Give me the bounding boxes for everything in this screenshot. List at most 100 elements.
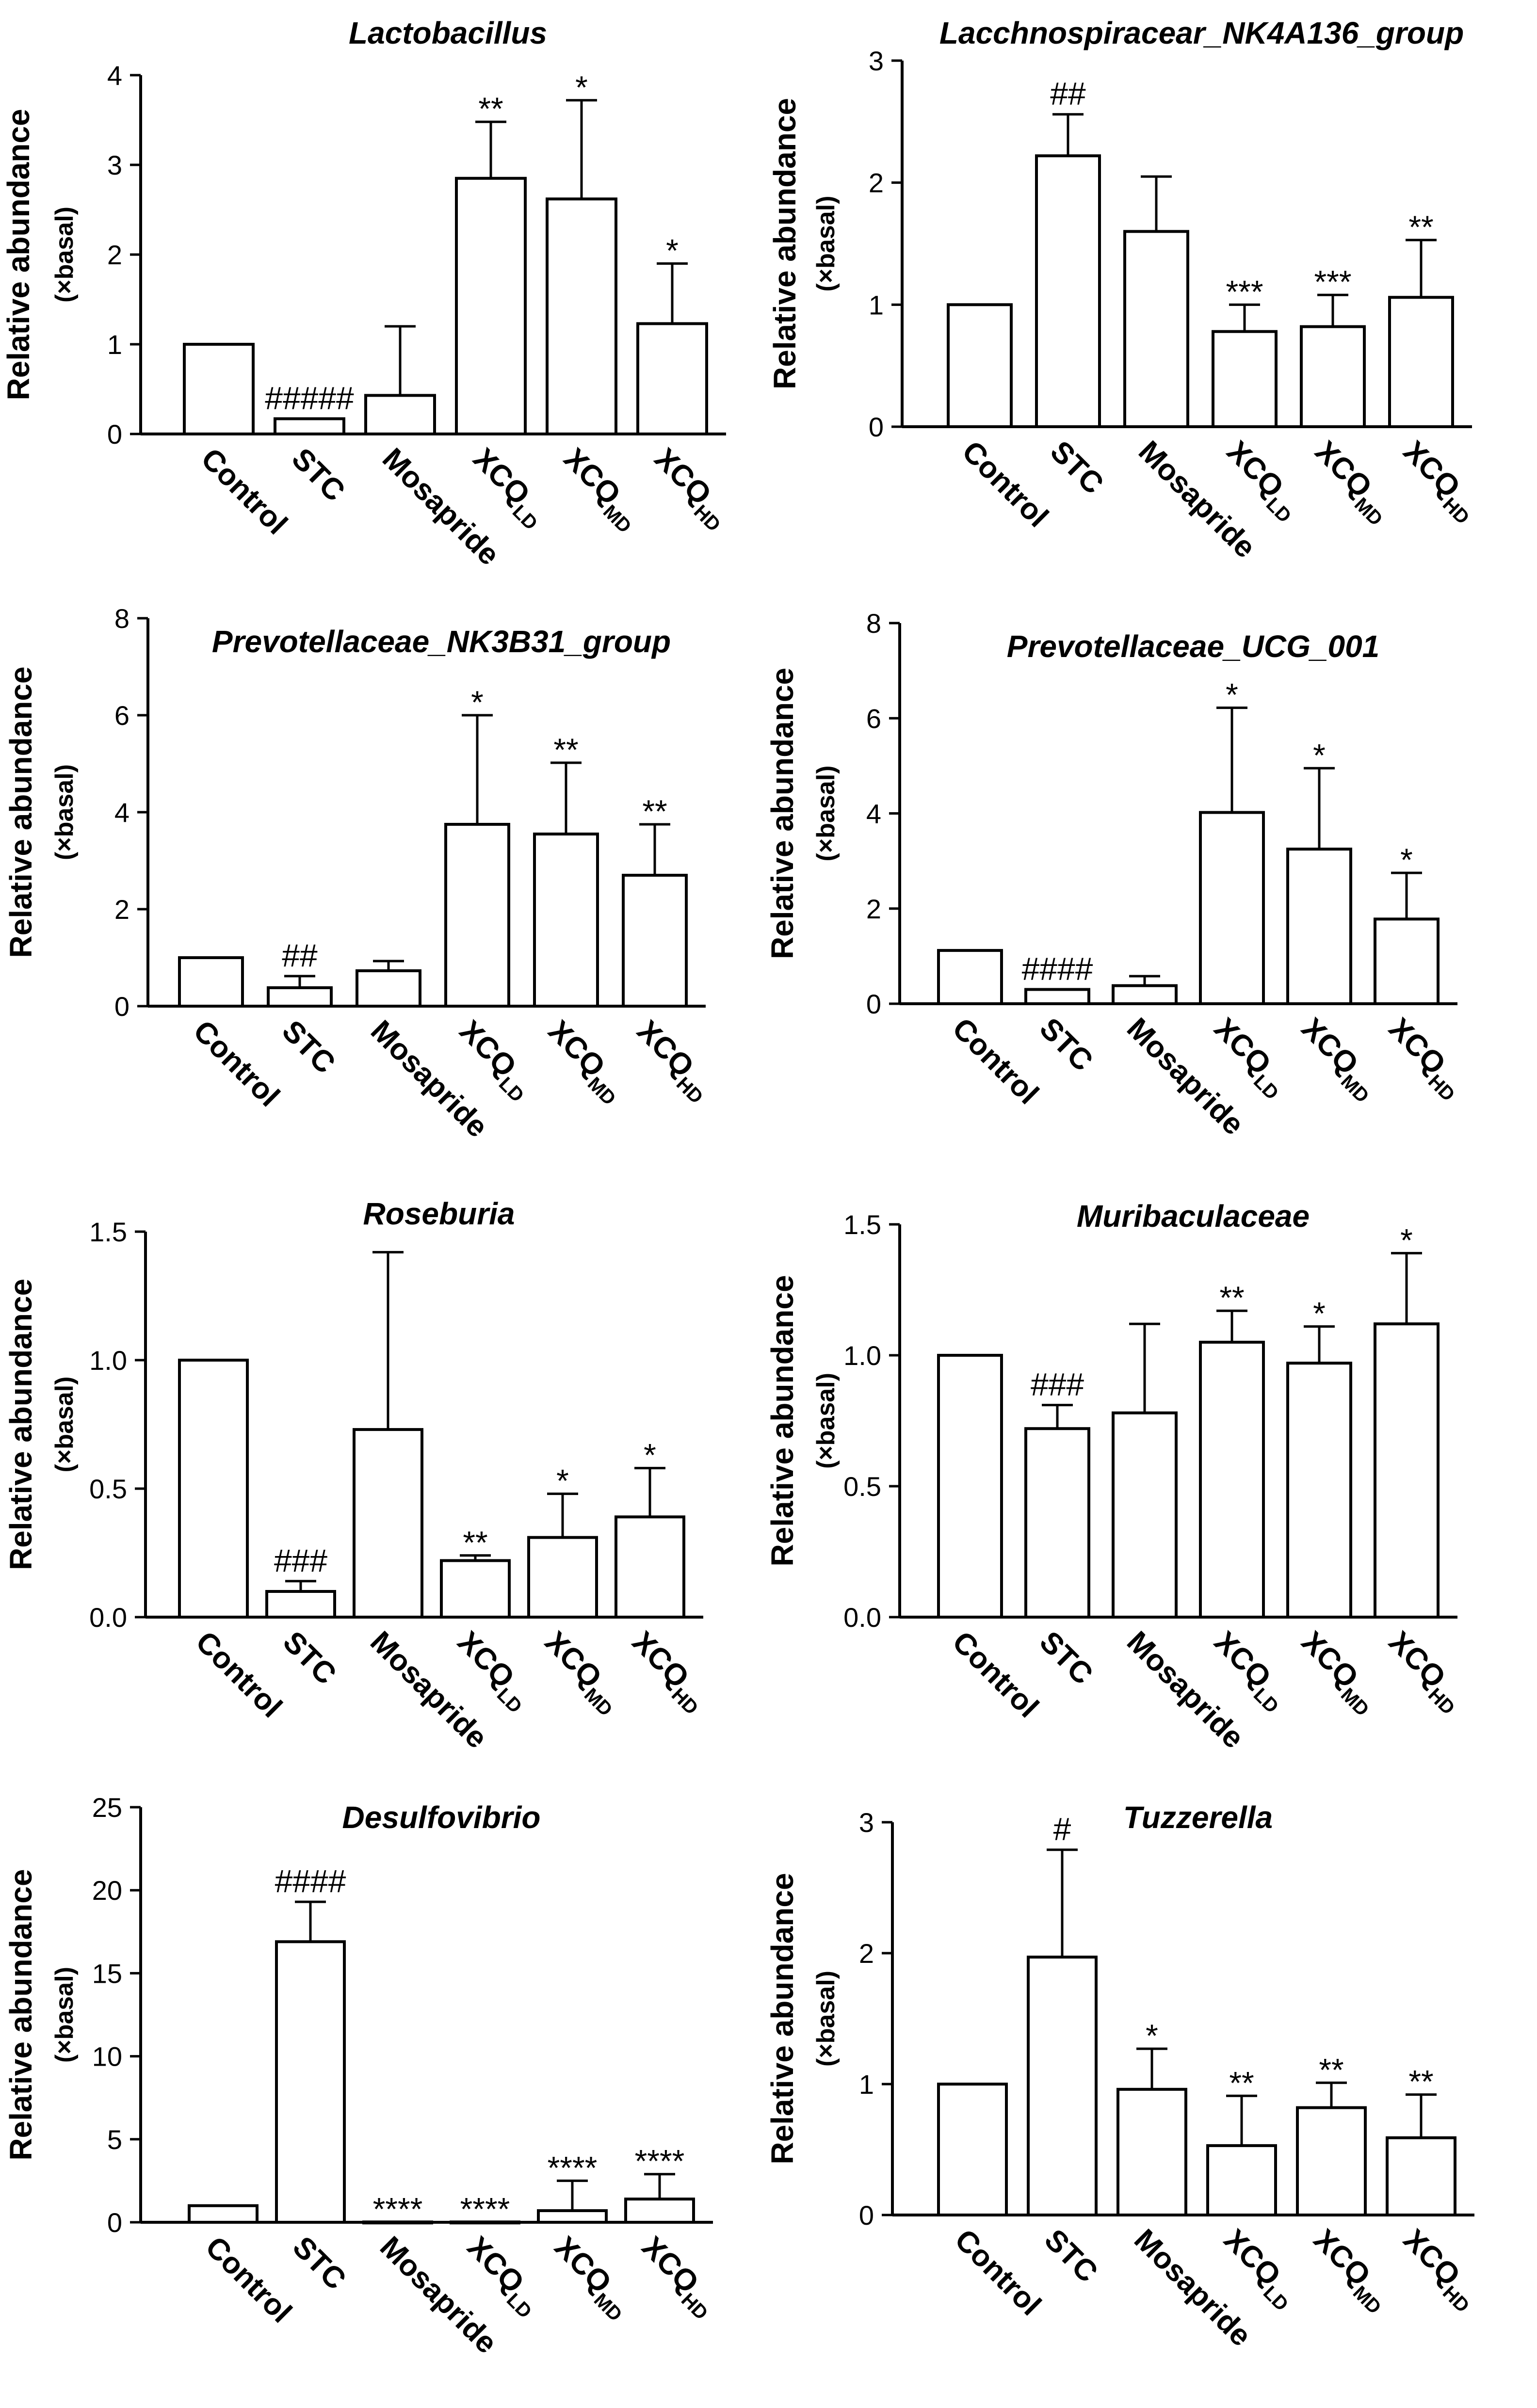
y-tick-label: 4 — [866, 799, 881, 829]
x-tick-label: XCQHD — [621, 1625, 715, 1719]
y-tick-label: 0 — [114, 991, 129, 1022]
significance-mark: * — [1400, 842, 1413, 878]
x-tick-label: XCQHD — [644, 442, 738, 536]
significance-mark: #### — [275, 1863, 346, 1899]
significance-mark: * — [666, 233, 679, 269]
bar-control — [937, 949, 1003, 1005]
y-tick-label: 8 — [866, 608, 881, 639]
bar-stc — [267, 986, 333, 1008]
y-axis-label: Relative abundance — [3, 666, 38, 958]
significance-mark: **** — [635, 2143, 685, 2179]
bar-xcqld — [444, 823, 510, 1008]
y-tick-label: 1.5 — [843, 1209, 881, 1240]
significance-mark: ** — [642, 793, 667, 829]
y-tick-label: 0 — [869, 412, 884, 442]
y-axis-label: Relative abundance — [1, 109, 36, 400]
x-tick-label: STC — [276, 1625, 342, 1691]
bar-control — [937, 2083, 1008, 2216]
y-axis-sublabel: (×basal) — [812, 196, 840, 292]
bar-xcqld — [1199, 1341, 1265, 1619]
x-tick-label: STC — [1044, 434, 1110, 500]
bar-stc — [274, 417, 345, 435]
chart-title: Prevotellaceae_NK3B31_group — [212, 624, 671, 659]
y-axis-sublabel: (×basal) — [812, 1971, 840, 2067]
significance-mark: ** — [1219, 1280, 1244, 1316]
bar-xcqld — [1206, 2144, 1277, 2216]
x-tick-label: XCQMD — [534, 1625, 630, 1720]
y-tick-label: 20 — [92, 1875, 122, 1906]
x-tick-label: STC — [1038, 2223, 1104, 2289]
bar-mosapride — [1112, 1411, 1178, 1619]
x-tick-label: Control — [187, 1014, 286, 1113]
significance-mark: * — [1400, 1222, 1413, 1258]
y-tick-label: 4 — [107, 60, 122, 91]
x-tick-label: Control — [948, 2223, 1048, 2322]
significance-mark: **** — [373, 2191, 423, 2227]
bar-xcqld — [450, 2220, 520, 2225]
bar-mosapride — [364, 394, 436, 436]
y-axis-sublabel: (×basal) — [812, 1373, 840, 1469]
y-axis-label: Relative abundance — [765, 1873, 800, 2164]
significance-mark: **** — [548, 2150, 598, 2185]
y-tick-label: 2 — [866, 894, 881, 924]
bar-control — [178, 1359, 249, 1619]
bar-stc — [1024, 1427, 1090, 1619]
bar-xcqhd — [1386, 2136, 1456, 2217]
bar-xcqmd — [527, 1536, 598, 1619]
bar-mosapride — [356, 969, 421, 1008]
x-tick-label: XCQHD — [1392, 2223, 1487, 2317]
y-tick-label: 0 — [859, 2200, 874, 2231]
significance-mark: ## — [282, 937, 318, 973]
significance-mark: ** — [553, 732, 578, 768]
bar-mosapride — [1116, 2087, 1187, 2216]
y-tick-label: 3 — [869, 46, 884, 76]
significance-mark: ** — [1408, 209, 1433, 245]
bar-control — [183, 343, 255, 435]
significance-mark: # — [1053, 1811, 1071, 1847]
y-tick-label: 0.5 — [89, 1474, 127, 1504]
x-tick-label: XCQMD — [537, 1014, 633, 1109]
significance-mark: ** — [478, 91, 503, 127]
y-tick-label: 1 — [869, 289, 884, 320]
y-tick-label: 6 — [114, 700, 129, 731]
y-tick-label: 1.0 — [843, 1340, 881, 1371]
significance-mark: ** — [463, 1525, 487, 1560]
y-axis-label: Relative abundance — [3, 1869, 38, 2160]
y-axis-label: Relative abundance — [765, 668, 800, 959]
bar-control — [188, 2204, 259, 2224]
y-tick-label: 1 — [859, 2069, 874, 2100]
bar-xcqhd — [1374, 917, 1440, 1006]
significance-mark: * — [1146, 2018, 1158, 2054]
chart-panel-1: Lactobacillus 0 1 2 3 4 Relative abundance (×ba… — [1, 16, 738, 572]
x-tick-label: XCQHD — [626, 1014, 720, 1108]
significance-mark: ### — [1031, 1366, 1084, 1402]
bar-stc — [265, 1590, 336, 1619]
chart-title: Muribaculaceae — [1077, 1199, 1310, 1234]
y-tick-label: 1.0 — [89, 1345, 127, 1376]
x-tick-label: XCQMD — [1304, 434, 1400, 530]
bar-xcqld — [455, 177, 527, 435]
bar-control — [937, 1354, 1003, 1619]
x-tick-label: XCQHD — [1378, 1625, 1472, 1719]
x-tick-label: Control — [946, 1625, 1045, 1724]
bar-xcqhd — [622, 874, 688, 1008]
bar-xcqld — [1199, 811, 1265, 1005]
significance-mark: #### — [1022, 951, 1093, 987]
y-axis-label: Relative abundance — [3, 1279, 38, 1570]
significance-mark: *** — [1314, 264, 1351, 300]
y-tick-label: 8 — [114, 603, 129, 634]
significance-mark: * — [575, 69, 588, 105]
y-tick-label: 1.5 — [89, 1217, 127, 1247]
bar-control — [947, 303, 1013, 428]
bar-mosapride — [1123, 230, 1189, 428]
significance-mark: * — [644, 1437, 656, 1473]
bar-xcqmd — [1300, 325, 1366, 429]
bar-xcqmd — [546, 197, 617, 435]
bar-xcqhd — [1374, 1322, 1440, 1619]
chart-panel-8: Tuzzerella 0 1 2 3 Relative abundance (×basal)… — [765, 1800, 1487, 2353]
significance-mark: ## — [1050, 76, 1086, 112]
x-tick-label: Control — [194, 442, 294, 541]
x-tick-label: XCQHD — [631, 2230, 725, 2324]
chart-title: Desulfovibrio — [342, 1800, 541, 1835]
